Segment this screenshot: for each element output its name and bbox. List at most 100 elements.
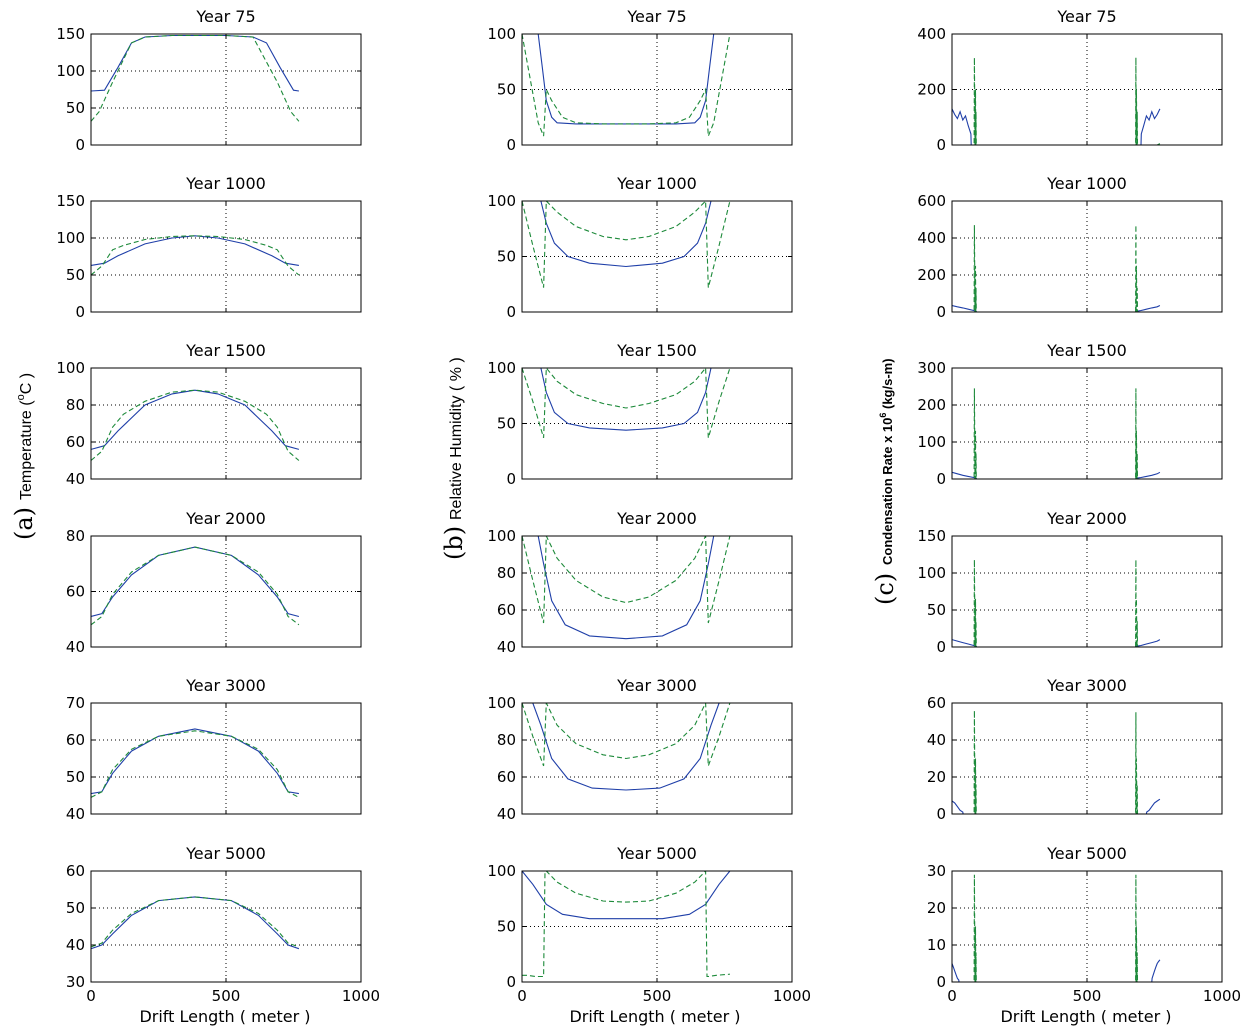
y-tick-label: 200	[917, 396, 946, 414]
ylabel-c-text: Condensation Rate x 106 (kg/s-m)	[878, 358, 895, 565]
subplot-temperature-4: Year 3000 40 50 60 70	[66, 676, 362, 823]
y-tick-label: 100	[56, 359, 85, 377]
y-tick-label: 60	[66, 862, 85, 880]
y-tick-label: 80	[497, 731, 516, 749]
y-tick-label: 100	[56, 229, 85, 247]
xlabel-b: Drift Length ( meter )	[569, 1007, 740, 1026]
y-tick-label: 0	[936, 470, 946, 488]
series-line-dashed	[952, 559, 1158, 647]
y-tick-label: 60	[66, 433, 85, 451]
series-line-solid	[952, 959, 1161, 982]
ylabel-condensation: (c) Condensation Rate x 106 (kg/s-m)	[871, 358, 899, 605]
series-line-dashed	[522, 703, 731, 767]
series-line-solid	[91, 235, 299, 266]
series-line-solid	[91, 34, 299, 92]
subplot-title: Year 75	[1056, 7, 1116, 26]
y-tick-label: 150	[56, 192, 85, 210]
panel-letter-c: (c)	[871, 573, 899, 605]
series-line-dashed	[91, 730, 300, 798]
ylabel-humidity: (b) Relative Humidity ( % )	[440, 357, 468, 560]
series-line-dashed	[952, 874, 1158, 982]
subplot-temperature-5: Year 5000 30 40 50 60 0 500 1000	[66, 844, 380, 1005]
y-tick-label: 0	[936, 805, 946, 823]
y-tick-label: 100	[487, 694, 516, 712]
y-tick-label: 300	[917, 359, 946, 377]
y-tick-label: 100	[917, 564, 946, 582]
subplot-title: Year 75	[195, 7, 255, 26]
panel-letter-a: (a)	[10, 507, 38, 540]
y-tick-label: 0	[506, 136, 516, 154]
series-line-solid	[91, 546, 300, 618]
y-tick-label: 10	[927, 936, 946, 954]
y-tick-label: 0	[506, 303, 516, 321]
y-tick-label: 200	[917, 266, 946, 284]
subplot-condensation-0: Year 75 0 200 400	[917, 7, 1223, 154]
y-tick-label: 400	[917, 25, 946, 43]
y-tick-label: 600	[917, 192, 946, 210]
series-line-dashed	[522, 871, 730, 978]
y-tick-label: 40	[66, 936, 85, 954]
series-line-dashed	[91, 546, 300, 626]
y-tick-label: 40	[497, 805, 516, 823]
subplot-title: Year 2000	[616, 509, 697, 528]
y-tick-label: 150	[917, 527, 946, 545]
y-tick-label: 100	[487, 192, 516, 210]
y-tick-label: 40	[66, 638, 85, 656]
y-tick-label: 50	[497, 415, 516, 433]
subplot-condensation-1: Year 1000 0 200 400 600	[917, 174, 1223, 321]
y-tick-label: 20	[927, 768, 946, 786]
series-line-dashed	[952, 710, 1158, 814]
series-line-dashed	[952, 388, 1158, 479]
series-line-solid	[91, 896, 300, 950]
y-tick-label: 20	[927, 899, 946, 917]
y-tick-label: 0	[936, 136, 946, 154]
ylabel-temperature: (a) Temperature (oC )	[10, 373, 38, 540]
subplot-humidity-2: Year 1500 0 50 100	[487, 341, 793, 488]
series-line-dashed	[952, 57, 1161, 145]
subplot-condensation-4: Year 3000 0 20 40 60	[927, 676, 1223, 823]
subplot-humidity-1: Year 1000 0 50 100	[487, 174, 793, 321]
ylabel-c-sup: 6	[878, 413, 888, 418]
series-line-solid	[952, 471, 1161, 479]
y-tick-label: 60	[497, 768, 516, 786]
y-tick-label: 100	[917, 433, 946, 451]
y-tick-label: 40	[66, 805, 85, 823]
ylabel-a-unit: C )	[18, 373, 35, 394]
y-tick-label: 100	[487, 862, 516, 880]
subplot-temperature-0: Year 75 0 50 100 150	[56, 7, 362, 154]
x-tick-label: 0	[86, 987, 96, 1005]
subplot-title: Year 1500	[616, 341, 697, 360]
y-tick-label: 40	[66, 470, 85, 488]
subplot-title: Year 5000	[1046, 844, 1127, 863]
series-line-dashed	[522, 34, 731, 137]
y-tick-label: 0	[936, 638, 946, 656]
subplot-humidity-0: Year 75 0 50 100	[487, 7, 793, 154]
y-tick-label: 50	[927, 601, 946, 619]
subplot-title: Year 1000	[1046, 174, 1127, 193]
y-tick-label: 100	[487, 25, 516, 43]
subplot-temperature-3: Year 2000 40 60 80	[66, 509, 362, 656]
ylabel-c-main: Condensation Rate x 10	[880, 418, 895, 565]
y-tick-label: 0	[75, 136, 85, 154]
y-tick-label: 100	[487, 359, 516, 377]
y-tick-label: 400	[917, 229, 946, 247]
series-line-solid	[952, 304, 1161, 312]
series-line-solid	[91, 728, 299, 795]
x-tick-label: 500	[212, 987, 241, 1005]
y-tick-label: 80	[497, 564, 516, 582]
subplot-condensation-3: Year 2000 0 50 100 150	[917, 509, 1223, 656]
series-line-dashed	[952, 225, 1158, 312]
subplot-condensation-2: Year 1500 0 100 200 300	[917, 341, 1223, 488]
series-line-solid	[952, 798, 1161, 814]
series-line-solid	[540, 201, 712, 268]
subplot-title: Year 2000	[1046, 509, 1127, 528]
series-line-dashed	[91, 896, 300, 948]
y-tick-label: 40	[497, 638, 516, 656]
y-tick-label: 50	[66, 266, 85, 284]
subplot-title: Year 1000	[616, 174, 697, 193]
x-tick-label: 1000	[1203, 987, 1241, 1005]
xlabel-c: Drift Length ( meter )	[1000, 1007, 1171, 1026]
subplot-humidity-4: Year 3000 40 60 80 100	[487, 676, 793, 823]
y-tick-label: 30	[927, 862, 946, 880]
y-tick-label: 50	[497, 81, 516, 99]
